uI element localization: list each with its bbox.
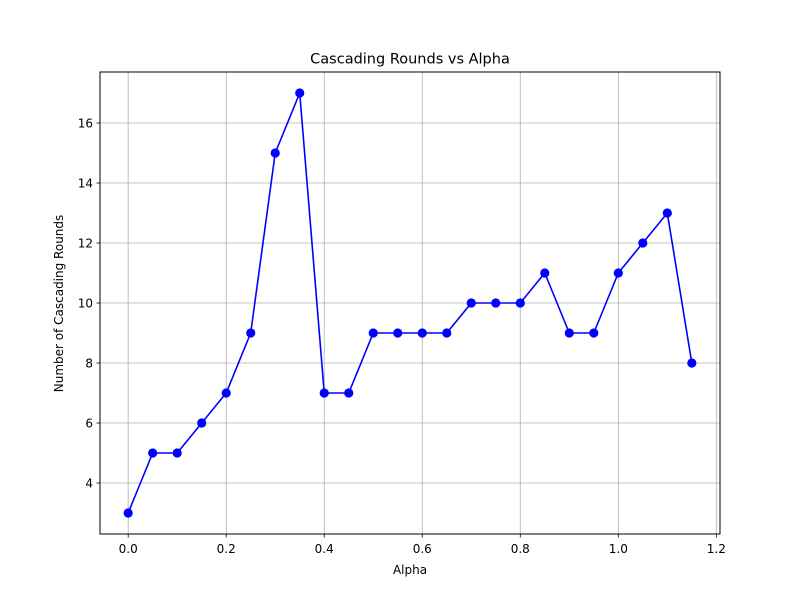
data-point [393,328,403,338]
x-tick-label: 1.0 [609,542,628,556]
data-point [123,508,133,518]
x-tick-label: 1.2 [707,542,726,556]
data-point [491,298,501,308]
y-tick-label: 4 [85,476,93,490]
y-tick-label: 16 [78,116,93,130]
x-tick-label: 0.8 [511,542,530,556]
y-tick-label: 12 [78,236,93,250]
data-point [589,328,599,338]
data-point [613,268,623,278]
data-point [515,298,525,308]
x-tick-label: 0.4 [315,542,334,556]
data-point [638,238,648,248]
data-point [540,268,550,278]
data-point [172,448,182,458]
y-tick-label: 6 [85,416,93,430]
data-point [344,388,354,398]
y-axis-label: Number of Cascading Rounds [52,215,66,393]
data-point [295,88,305,98]
y-tick-label: 14 [78,176,93,190]
data-point [466,298,476,308]
data-point [197,418,207,428]
data-point [417,328,427,338]
data-point [319,388,329,398]
axis-ticks: 0.0 0.2 0.4 0.6 0.8 1.0 1.2 4 6 8 10 12 14 16 [78,116,726,556]
chart-title: Cascading Rounds vs Alpha [310,52,510,68]
data-point [564,328,574,338]
x-axis-label: Alpha [393,563,427,577]
x-tick-label: 0.6 [413,542,432,556]
data-point [442,328,452,338]
data-point [148,448,158,458]
data-point [246,328,256,338]
x-tick-label: 0.2 [217,542,236,556]
y-tick-label: 8 [85,356,93,370]
data-point [270,148,280,158]
x-tick-label: 0.0 [119,542,138,556]
data-point [662,208,672,218]
data-point [368,328,378,338]
y-tick-label: 10 [78,296,93,310]
series-line [127,92,693,514]
data-point [687,358,697,368]
series-layer [123,88,697,518]
data-point [221,388,231,398]
